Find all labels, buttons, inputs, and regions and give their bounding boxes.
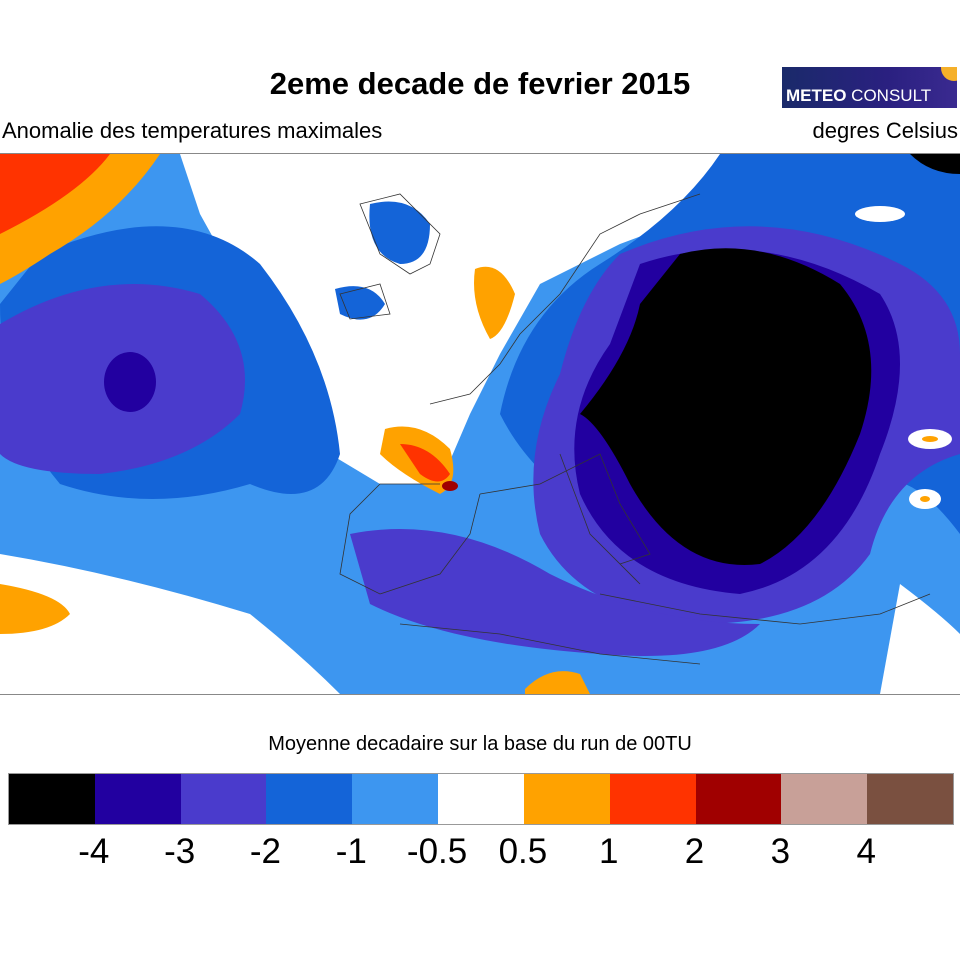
scale-swatch-6 (523, 774, 610, 824)
scale-swatch-8 (695, 774, 782, 824)
scale-label: -2 (249, 832, 282, 871)
scale-swatch-5 (438, 774, 524, 824)
scale-label: 4 (856, 832, 876, 871)
scale-label: 0.5 (498, 832, 548, 871)
map-title: 2eme decade de fevrier 2015 (269, 66, 691, 101)
scale-label: -3 (164, 832, 196, 871)
red-zone-nw (0, 154, 110, 234)
sun-icon (941, 67, 957, 81)
logo-rest: CONSULT (846, 86, 932, 105)
black-zone-ne-corner (910, 154, 960, 174)
footnote: Moyenne decadaire sur la base du run de … (268, 733, 692, 755)
color-scale (8, 773, 954, 825)
units-label: degres Celsius (812, 118, 958, 143)
scale-swatch-2 (180, 774, 267, 824)
scale-swatch-3 (266, 774, 353, 824)
scale-swatch-9 (781, 774, 868, 824)
orange-spot-east-1 (922, 436, 938, 442)
scale-label: 1 (598, 832, 619, 871)
orange-zone-channel (474, 266, 515, 339)
blue-zone-uk (335, 201, 430, 320)
purple-zone-med (350, 529, 760, 656)
coastlines (339, 193, 931, 665)
scale-swatch-1 (94, 774, 181, 824)
black-zone-east (580, 248, 872, 565)
scale-label: -1 (335, 832, 367, 871)
anomaly-map (0, 153, 960, 695)
orange-zone-south (525, 671, 590, 694)
scale-swatch-0 (9, 774, 95, 824)
map-subtitle: Anomalie des temperatures maximales (2, 118, 383, 143)
white-spot-ne (855, 206, 905, 222)
red-zone-biscay (400, 444, 450, 482)
white-zone-west (0, 554, 340, 694)
scale-swatch-4 (352, 774, 439, 824)
darkred-spot (442, 481, 458, 491)
scale-label: 3 (770, 832, 791, 871)
orange-spot-east-2 (920, 496, 930, 502)
dark-zone-ocean (104, 352, 156, 412)
white-zone-east (880, 584, 960, 694)
color-scale-labels: -4 -3 -2 -1 -0.5 0.5 1 2 3 4 (0, 832, 960, 872)
scale-swatch-7 (609, 774, 696, 824)
meteo-consult-logo: METEO CONSULT (782, 67, 957, 108)
orange-zone-w (0, 584, 70, 634)
scale-label: 2 (684, 832, 705, 871)
scale-label: -4 (78, 832, 110, 871)
logo-bold: METEO (786, 86, 847, 105)
scale-label: -0.5 (406, 832, 468, 871)
scale-swatch-10 (867, 774, 953, 824)
